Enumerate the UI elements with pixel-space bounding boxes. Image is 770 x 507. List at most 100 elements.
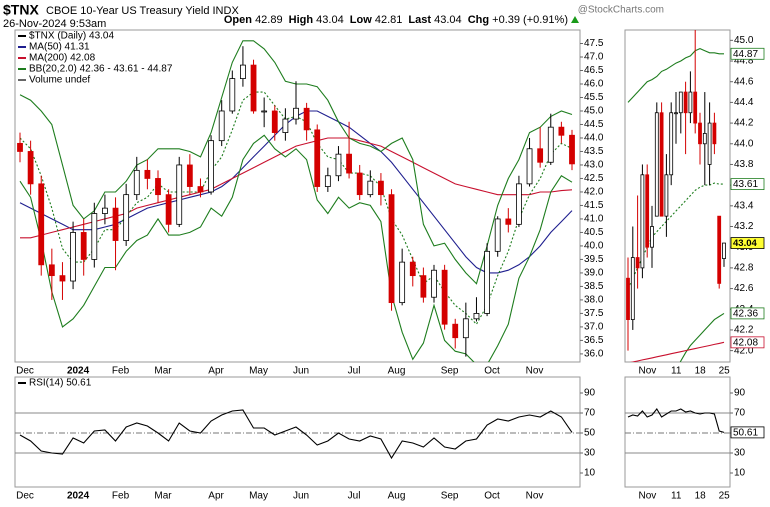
y-tick-label: 44.0 (734, 138, 754, 149)
moving-average (20, 137, 573, 239)
candle-body (409, 261, 416, 277)
x-tick-label: Apr (208, 491, 224, 502)
value-tag: 43.61 (733, 179, 758, 190)
y-tick-label: 44.4 (734, 97, 754, 108)
x-tick-label: 11 (671, 491, 682, 502)
y-tick-label: 39.0 (584, 268, 604, 279)
value-tag: 50.61 (733, 428, 758, 439)
quote-value: +0.39 (+0.91%) (492, 14, 568, 26)
candle-body (38, 183, 45, 266)
candle-body (664, 174, 669, 217)
value-tag-box (730, 237, 765, 249)
y-tick-label: 30 (584, 448, 596, 459)
y-tick-label: 45.0 (584, 106, 604, 117)
candle-body (669, 112, 674, 176)
up-arrow (571, 16, 579, 23)
y-tick-label: 43.4 (734, 200, 754, 211)
candle-body (698, 122, 702, 145)
candle-body (630, 257, 635, 320)
y-tick-label: 36.5 (584, 335, 604, 346)
candle-body (155, 178, 161, 196)
quote-label: High (289, 14, 314, 26)
candle-body (27, 151, 34, 185)
moving-average (630, 341, 725, 362)
candle-body (640, 174, 645, 269)
legend-label: Volume undef (29, 75, 90, 86)
y-tick-label: 46.5 (584, 65, 604, 76)
panel-frame (14, 29, 581, 363)
x-tick-label: Oct (484, 491, 500, 502)
legend-label: RSI(14) 50.61 (29, 378, 92, 389)
candle-body (473, 313, 480, 320)
candle-body (250, 64, 257, 112)
x-tick-label: Aug (388, 366, 406, 377)
y-tick-label: 90 (734, 388, 746, 399)
y-tick-label: 10 (584, 468, 596, 479)
y-tick-label: 10 (734, 468, 746, 479)
y-tick-label: 44.0 (584, 133, 604, 144)
y-tick-label: 43.5 (584, 146, 604, 157)
candle-body (70, 232, 76, 282)
candle-body (462, 318, 469, 339)
candle-body (484, 250, 490, 314)
x-tick-label: 25 (719, 366, 731, 377)
candle-body (197, 186, 204, 193)
y-tick-label: 39.5 (584, 254, 604, 265)
quote-label: Chg (468, 14, 489, 26)
candle-body (702, 133, 707, 145)
candle-body (452, 323, 459, 339)
candle-body (356, 172, 363, 196)
x-tick-label: Oct (484, 366, 500, 377)
y-tick-label: 43.2 (734, 221, 754, 232)
x-tick-label: Jul (348, 366, 361, 377)
legend-label: MA(50) 41.31 (29, 42, 90, 53)
candle-body (388, 194, 395, 304)
y-tick-label: 40.5 (584, 227, 604, 238)
candle-body (569, 134, 575, 165)
candle-body (645, 174, 650, 248)
y-tick-label: 70 (734, 408, 746, 419)
x-tick-label: Mar (154, 491, 172, 502)
legend-label: MA(200) 42.08 (29, 53, 96, 64)
y-tick-label: 41.5 (584, 200, 604, 211)
value-tag-box (730, 178, 765, 191)
x-tick-label: Apr (208, 366, 224, 377)
y-tick-label: 90 (584, 388, 596, 399)
candle-body (48, 264, 55, 277)
candle-body (165, 194, 172, 225)
panel: 10 30 50 70 90 Dec 2024 Feb Mar Apr May Jun Jul Aug Se… (14, 376, 596, 502)
x-tick-label: Nov (526, 366, 544, 377)
candle-body (635, 257, 640, 269)
y-tick-label: 47.5 (584, 38, 604, 49)
candle-body (176, 164, 183, 225)
y-tick-label: 42.6 (734, 283, 754, 294)
legend-label: BB(20,2.0) 42.36 - 43.61 - 44.87 (29, 64, 173, 75)
x-tick-label: 18 (695, 366, 707, 377)
y-tick-label: 43.0 (584, 160, 604, 171)
candle-body (282, 118, 289, 133)
candle-body (431, 269, 437, 298)
panel-frame (14, 376, 581, 488)
value-tag-box (730, 307, 765, 320)
quote-value: 42.81 (375, 14, 403, 26)
panel: 42.042.242.442.642.843.043.243.443.643.8… (624, 29, 765, 377)
candle-body (505, 218, 512, 225)
candle-body (208, 140, 214, 193)
description: CBOE 10-Year US Treasury Yield INDX (46, 5, 239, 17)
y-tick-label: 45.5 (584, 92, 604, 103)
bb-lower (679, 312, 725, 362)
y-tick-label: 43.8 (734, 159, 754, 170)
candle-body (112, 207, 119, 241)
candle-body (683, 91, 688, 114)
y-tick-label: 38.5 (584, 281, 604, 292)
rsi-line (627, 408, 725, 433)
x-tick-label: 25 (719, 491, 731, 502)
value-tag: 44.87 (733, 49, 758, 60)
quote-label: Open (224, 14, 252, 26)
y-tick-label: 36.0 (584, 349, 604, 360)
bb-middle (627, 182, 724, 289)
symbol: $TNX (3, 2, 39, 18)
candle-body (693, 91, 698, 124)
y-tick-label: 46.0 (584, 79, 604, 90)
